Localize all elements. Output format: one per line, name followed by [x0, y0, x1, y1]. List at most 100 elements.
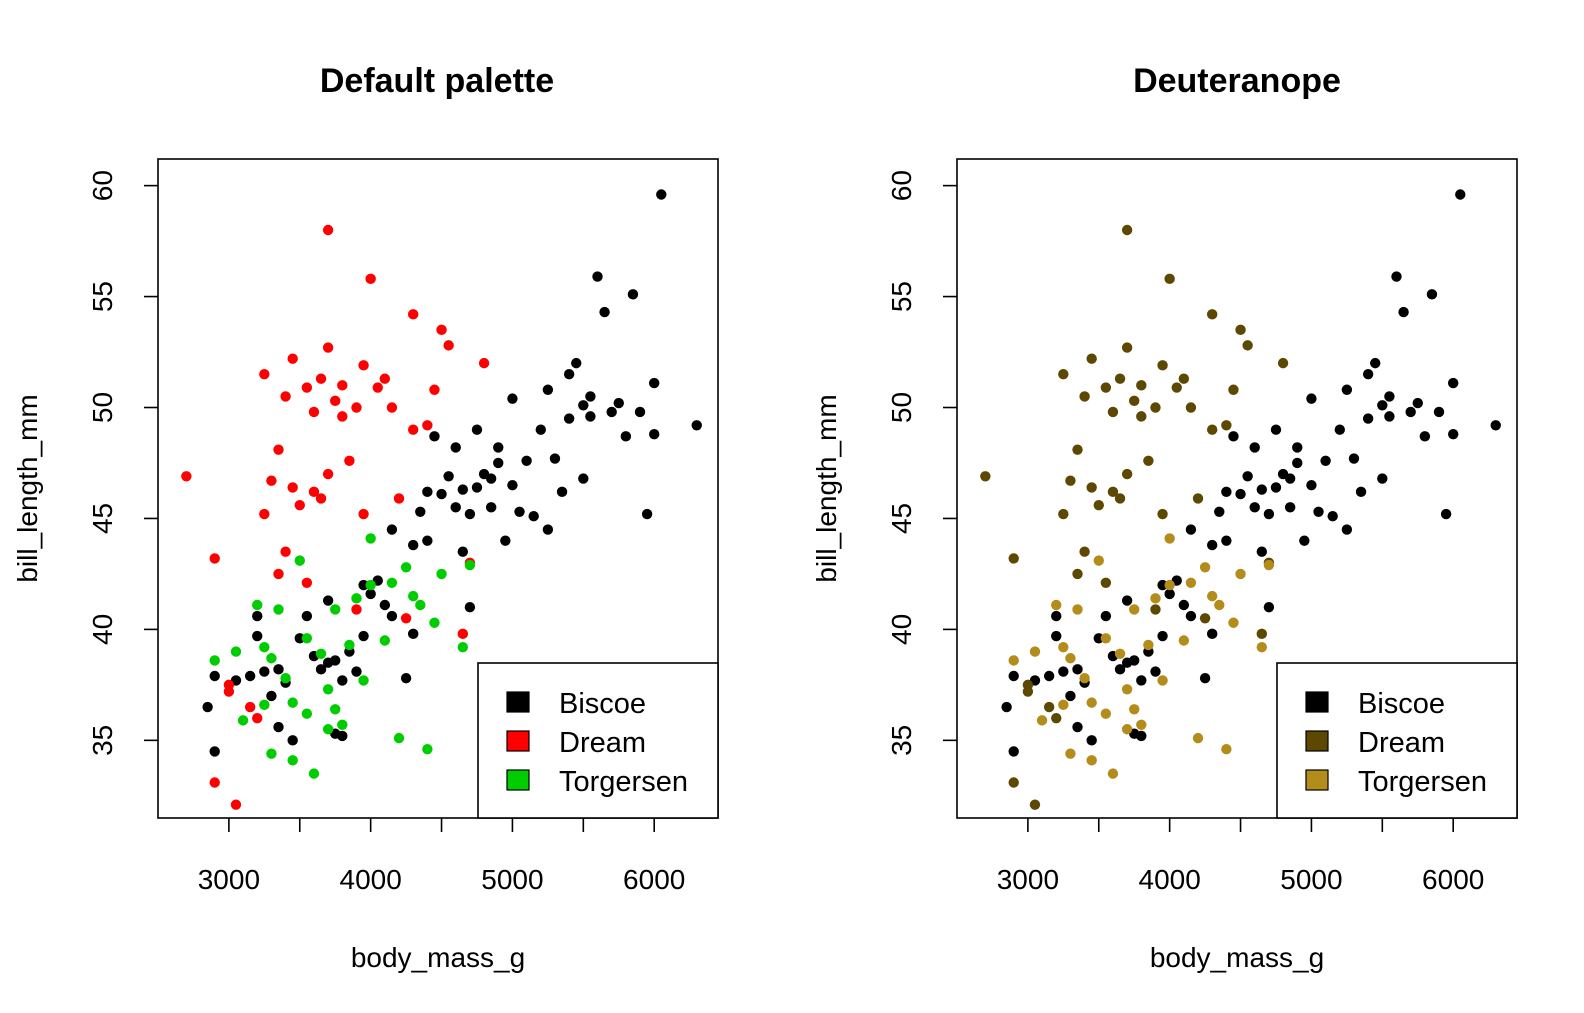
data-point	[1143, 455, 1154, 466]
data-point	[422, 535, 433, 546]
data-point	[542, 384, 554, 395]
legend-swatch	[1305, 730, 1329, 752]
x-tick-label: 6000	[1422, 864, 1484, 895]
data-point	[315, 664, 327, 675]
data-point	[400, 562, 412, 573]
data-point	[1362, 413, 1374, 424]
data-point	[1284, 473, 1296, 484]
data-point	[1114, 664, 1126, 675]
data-point	[1249, 442, 1260, 453]
data-point	[237, 715, 249, 726]
data-point	[1242, 340, 1253, 351]
data-point	[1022, 679, 1034, 691]
data-point	[1426, 289, 1438, 300]
legend: Biscoe Dream Torgersen	[477, 662, 719, 819]
data-point	[209, 553, 220, 564]
data-point	[1306, 479, 1317, 491]
data-point	[280, 546, 291, 557]
data-point	[1043, 701, 1055, 713]
data-point	[1001, 701, 1012, 713]
x-tick-label: 3000	[198, 864, 260, 895]
x-axis-label: body_mass_g	[351, 942, 525, 973]
y-tick-label: 60	[886, 170, 917, 201]
data-point	[1192, 493, 1204, 504]
data-point	[1284, 502, 1296, 513]
data-point	[358, 508, 369, 520]
data-point	[1235, 324, 1246, 336]
data-point	[400, 613, 412, 624]
data-point	[379, 635, 391, 646]
data-point	[571, 357, 582, 369]
data-point	[301, 708, 313, 719]
data-point	[450, 442, 461, 453]
data-point	[351, 593, 362, 604]
data-point	[1185, 402, 1197, 413]
data-point	[1171, 382, 1182, 393]
data-point	[1008, 655, 1019, 666]
data-point	[1114, 493, 1126, 504]
data-point	[1107, 486, 1119, 498]
data-point	[1221, 535, 1232, 546]
data-point	[471, 482, 483, 493]
data-point	[230, 646, 242, 657]
data-point	[1164, 579, 1175, 591]
data-point	[1199, 562, 1211, 573]
data-point	[457, 484, 469, 495]
data-point	[266, 653, 277, 664]
data-point	[1178, 373, 1190, 384]
data-point	[1136, 380, 1147, 391]
data-point	[379, 373, 391, 384]
x-tick-label: 4000	[340, 864, 402, 895]
data-point	[315, 493, 327, 504]
data-point	[563, 369, 575, 380]
data-point	[1121, 684, 1133, 695]
data-point	[1086, 697, 1097, 708]
data-point	[1256, 546, 1268, 557]
x-tick-label: 4000	[1139, 864, 1201, 895]
data-point	[407, 309, 419, 320]
data-point	[1341, 384, 1353, 395]
legend-label: Dream	[1358, 727, 1445, 759]
data-point	[1377, 473, 1388, 484]
data-point	[436, 324, 447, 336]
data-point	[252, 610, 263, 622]
data-point	[365, 588, 376, 600]
data-point	[330, 655, 341, 666]
data-point	[436, 488, 447, 500]
data-point	[1206, 628, 1218, 640]
data-point	[500, 535, 511, 546]
data-point	[315, 373, 327, 384]
data-point	[301, 610, 313, 622]
legend-swatch	[1305, 691, 1329, 713]
data-point	[563, 413, 575, 424]
data-point	[365, 579, 376, 591]
data-point	[287, 755, 298, 766]
data-point	[393, 732, 405, 744]
data-point	[1164, 588, 1175, 600]
data-point	[1008, 553, 1019, 564]
data-point	[407, 539, 419, 551]
data-point	[1058, 641, 1069, 653]
data-point	[1164, 533, 1175, 544]
data-point	[1327, 511, 1338, 522]
data-point	[578, 473, 589, 484]
data-point	[1270, 482, 1282, 493]
data-point	[266, 690, 277, 702]
data-point	[1405, 406, 1416, 418]
data-point	[1377, 400, 1388, 411]
data-point	[386, 402, 398, 413]
data-point	[1136, 411, 1147, 422]
data-point	[358, 675, 369, 686]
data-point	[315, 648, 327, 660]
data-point	[322, 342, 334, 353]
data-point	[351, 604, 362, 615]
data-point	[649, 428, 660, 440]
data-point	[1036, 715, 1048, 726]
data-point	[1221, 744, 1232, 755]
data-point	[1079, 391, 1090, 402]
data-point	[1221, 486, 1232, 498]
data-point	[1228, 431, 1239, 442]
data-point	[606, 406, 617, 418]
data-point	[1419, 431, 1431, 442]
data-point	[1072, 664, 1083, 675]
